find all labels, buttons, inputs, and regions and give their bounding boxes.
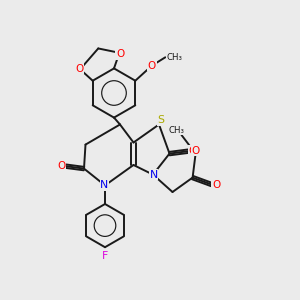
Text: CH₃: CH₃ xyxy=(168,126,184,135)
Text: CH₃: CH₃ xyxy=(167,53,183,62)
Text: F: F xyxy=(102,250,108,261)
Text: O: O xyxy=(75,64,84,74)
Text: O: O xyxy=(116,49,124,59)
Text: S: S xyxy=(157,115,164,125)
Text: O: O xyxy=(57,160,65,171)
Text: N: N xyxy=(149,169,158,180)
Text: O: O xyxy=(189,146,197,156)
Text: O: O xyxy=(212,179,220,190)
Text: N: N xyxy=(100,180,109,190)
Text: O: O xyxy=(148,61,156,71)
Text: O: O xyxy=(192,146,200,156)
